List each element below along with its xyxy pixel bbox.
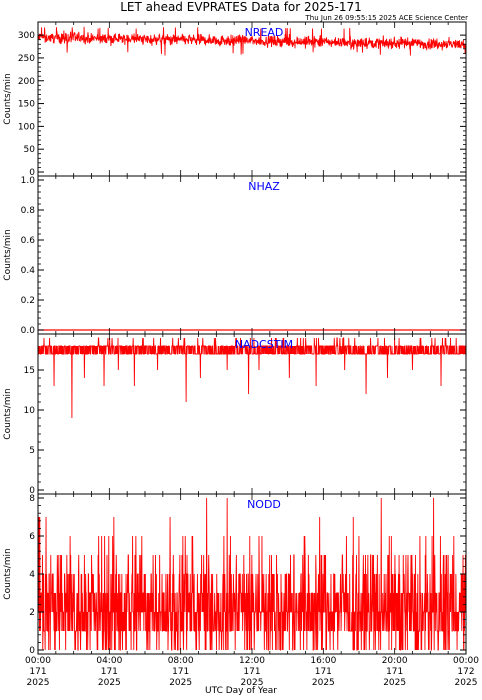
y-tick-label: 1.0 [21,176,36,186]
x-tick-label-year: 2025 [383,678,406,688]
x-tick-label-doy: 171 [315,667,332,677]
y-tick-label: 0.0 [21,326,36,336]
y-tick-label: 250 [18,54,35,64]
x-tick-label-doy: 171 [29,667,46,677]
chart-title: LET ahead EVPRATES Data for 2025-171 [120,0,362,14]
y-axis-label: Counts/min [3,229,13,280]
y-tick-label: 2 [29,608,35,618]
x-tick-label-doy: 171 [172,667,189,677]
x-tick-label-doy: 171 [243,667,260,677]
y-tick-label: 4 [29,570,35,580]
y-tick-label: 0.6 [21,236,36,246]
x-tick-label-year: 2025 [312,678,335,688]
y-tick-label: 8 [29,494,35,504]
y-tick-label: 10 [24,406,36,416]
y-axis-label: Counts/min [3,388,13,439]
series-line-nodd [37,497,467,651]
x-tick-label-time: 08:00 [168,656,194,666]
chart-timestamp: Thu Jun 26 09:55:15 2025 ACE Science Cen… [305,14,469,22]
x-tick-label-time: 04:00 [96,656,122,666]
panel-label-nhaz: NHAZ [248,180,280,193]
series-line-nadcstim [38,337,467,419]
x-tick-label-time: 16:00 [310,656,336,666]
y-tick-label: 0 [29,168,35,178]
x-tick-label-year: 2025 [27,678,50,688]
y-tick-label: 0.8 [21,206,36,216]
x-tick-label-year: 2025 [455,678,478,688]
y-tick-label: 50 [24,145,36,155]
panel-frame-nhaz [37,175,467,335]
x-tick-label-time: 12:00 [239,656,265,666]
panel-label-nodd: NODD [247,498,281,511]
x-tick-label-year: 2025 [98,678,121,688]
x-tick-label-doy: 171 [101,667,118,677]
panel-frame-nread [37,21,467,177]
y-axis-label: Counts/min [3,73,13,124]
y-tick-label: 0.4 [21,266,36,276]
y-tick-label: 5 [29,446,35,456]
y-tick-label: 0.2 [21,296,35,306]
series-line-nread [37,26,467,56]
y-tick-label: 100 [18,122,35,132]
x-tick-label-time: 00:00 [453,656,479,666]
x-tick-label-doy: 171 [386,667,403,677]
y-tick-label: 300 [18,31,35,41]
y-tick-label: 200 [18,77,35,87]
y-tick-label: 150 [18,100,35,110]
panel-label-nread: NREAD [245,26,284,39]
y-axis-label: Counts/min [3,548,13,599]
x-tick-label-time: 20:00 [382,656,408,666]
y-tick-label: 6 [29,532,35,542]
x-tick-label-time: 00:00 [25,656,51,666]
panel-frame-nadcstim [37,333,467,495]
y-tick-label: 0 [29,486,35,496]
y-tick-label: 0 [29,646,35,656]
x-tick-label-doy: 172 [457,667,474,677]
y-tick-label: 15 [24,366,35,376]
x-tick-label-year: 2025 [241,678,264,688]
panel-label-nadcstim: NADCSTIM [235,338,293,351]
x-axis-label: UTC Day of Year [205,686,277,696]
x-tick-label-year: 2025 [169,678,192,688]
